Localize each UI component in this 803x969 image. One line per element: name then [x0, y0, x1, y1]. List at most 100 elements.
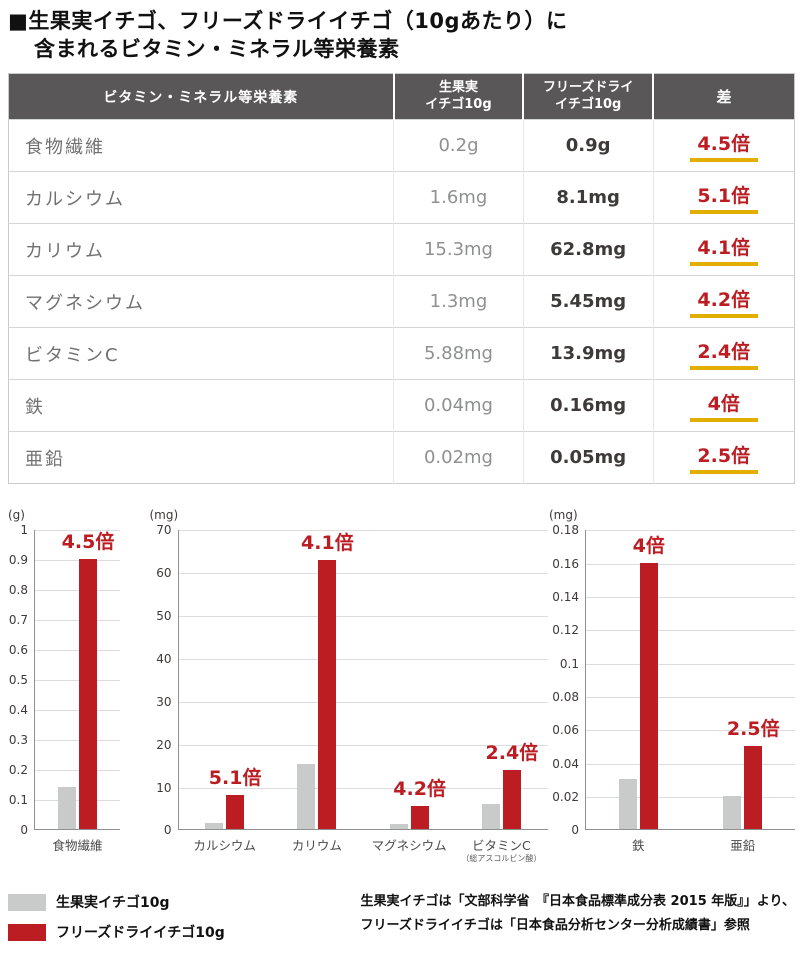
nutrient-name: ビタミンC [8, 327, 395, 380]
y-axis-unit-label: (mg) [549, 508, 578, 523]
nutrient-name: マグネシウム [8, 275, 395, 328]
plot-area: 4倍鉄 2.5倍 亜鉛 [585, 530, 795, 853]
gridline [35, 590, 120, 592]
header-diff: 差 [653, 73, 795, 120]
dried-value: 5.45mg [523, 275, 654, 328]
y-axis-tick-label: 60 [156, 566, 172, 581]
gridline [586, 530, 795, 532]
gridline [586, 597, 795, 599]
y-axis-tick-label: 0.6 [8, 643, 28, 658]
dried-swatch-icon [8, 923, 46, 941]
legend-label: フリーズドライイチゴ10g [56, 925, 225, 942]
bar-group: 4.2倍 マグネシウム [372, 778, 447, 853]
bar-group: 2.4倍 ビタミンC （総アスコルビン酸） [461, 742, 541, 863]
y-axis-tick-label: 0.4 [8, 703, 28, 718]
header-dried: フリーズドライ イチゴ10g [523, 73, 654, 120]
gridline [35, 770, 120, 772]
fresh-value: 0.2g [393, 119, 524, 172]
chart-trace-minerals: (mg) 0.18 0.16 0.14 0.12 0.1 0.08 0.06 0.04 0.02… [549, 508, 795, 853]
plot-area: 5.1倍 カルシウム 4.1倍 カリウム 4.2倍 マグネシウム 2.4倍 ビタミンC （総アス… [177, 530, 548, 863]
category-label-text: 食物繊維 [52, 838, 103, 854]
diff-cell: 5.1倍 [653, 171, 795, 224]
chart-minerals-vitamin-c: (mg) 70 60 50 40 30 20 10 0 5.1倍 カルシウム 4.1倍 カリウム 4.… [149, 508, 548, 863]
y-axis: 1 0.9 0.8 0.7 0.6 0.5 0.4 0.3 0.2 0.1 0 [8, 523, 34, 837]
nutrient-name: 鉄 [8, 379, 395, 432]
fresh-bar [389, 823, 408, 830]
dried-bar: 4倍 [633, 535, 665, 830]
dried-bar: 4.2倍 [393, 778, 446, 830]
y-axis-tick-label: 0.7 [8, 613, 28, 628]
gridline [586, 663, 795, 665]
gridline [178, 530, 548, 532]
y-axis-tick-label: 0.08 [552, 690, 579, 705]
y-axis-tick-label: 50 [156, 609, 172, 624]
nutrient-name: カルシウム [8, 171, 395, 224]
dried-value: 62.8mg [523, 223, 654, 276]
page-title-text-2: 含まれるビタミン・ミネラル等栄養素 [34, 36, 400, 61]
fresh-value: 5.88mg [393, 327, 524, 380]
diff-value: 4.1倍 [689, 233, 758, 267]
diff-cell: 4.2倍 [653, 275, 795, 328]
diff-value: 4倍 [689, 389, 758, 423]
fresh-bar [481, 804, 500, 830]
y-axis-unit-label: (mg) [149, 508, 179, 523]
y-axis-tick-label: 10 [156, 780, 172, 795]
dried-bar: 4.5倍 [62, 531, 114, 830]
dried-value: 0.9g [523, 119, 654, 172]
diff-cell: 4倍 [653, 379, 795, 432]
gridline [586, 730, 795, 732]
table-row: カルシウム 1.6mg 8.1mg 5.1倍 [8, 171, 795, 224]
nutrient-name: カリウム [8, 223, 395, 276]
chart-body: 70 60 50 40 30 20 10 0 5.1倍 カルシウム 4.1倍 カリウム 4.2倍 マグネ… [150, 523, 548, 863]
bar-group: 5.1倍カルシウム [193, 767, 261, 854]
header-fresh-line1: 生果実 [438, 80, 478, 96]
plot-area: 4.5倍食物繊維 [34, 530, 120, 853]
dried-value: 13.9mg [523, 327, 654, 380]
header-nutrient: ビタミン・ミネラル等栄養素 [8, 73, 395, 120]
y-axis-tick-label: 0.18 [552, 523, 579, 538]
bar-group: 4.5倍食物繊維 [52, 531, 114, 853]
bar-group: 4.1倍 カリウム [292, 532, 354, 853]
y-axis-tick-label: 0.12 [552, 623, 579, 638]
gridline [35, 680, 120, 682]
dried-value: 0.16mg [523, 379, 654, 432]
gridline [586, 563, 795, 565]
table-row: 食物繊維 0.2g 0.9g 4.5倍 [8, 119, 795, 172]
category-label-text: カリウム [291, 838, 342, 854]
gridline [35, 620, 120, 622]
chart-dietary-fiber: (g) 1 0.9 0.8 0.7 0.6 0.5 0.4 0.3 0.2 0.1 0 4.5倍 食物… [8, 508, 120, 853]
dried-value: 8.1mg [523, 171, 654, 224]
table-row: マグネシウム 1.3mg 5.45mg 4.2倍 [8, 275, 795, 328]
fresh-value: 1.6mg [393, 171, 524, 224]
table-row: ビタミンC 5.88mg 13.9mg 2.4倍 [8, 327, 795, 380]
nutrition-table: ビタミン・ミネラル等栄養素 生果実 イチゴ10g フリーズドライ イチゴ10g … [8, 73, 795, 485]
diff-value: 2.5倍 [689, 441, 758, 475]
diff-value: 5.1倍 [689, 181, 758, 215]
diff-value: 4.5倍 [689, 129, 758, 163]
y-axis-tick-label: 20 [156, 737, 172, 752]
ratio-label: 2.4倍 [485, 741, 539, 764]
table-row: カリウム 15.3mg 62.8mg 4.1倍 [8, 223, 795, 276]
category-label-text: カルシウム [193, 838, 256, 854]
y-axis-tick-label: 1 [20, 523, 28, 538]
y-axis-tick-label: 0 [163, 823, 172, 838]
footer: 生果実イチゴ10g フリーズドライイチゴ10g 生果実イチゴは「文部科学省 『日… [8, 890, 795, 952]
chart-body: 0.18 0.16 0.14 0.12 0.1 0.08 0.06 0.04 0.02 0 4倍鉄… [549, 523, 795, 853]
dried-bar: 5.1倍 [209, 767, 261, 830]
footnote-line2: フリーズドライイチゴは「日本食品分析センター分析成績書」参照 [360, 918, 750, 934]
diff-value: 2.4倍 [689, 337, 758, 371]
category-label: 亜鉛 [730, 838, 755, 854]
nutrient-name: 食物繊維 [8, 119, 395, 172]
legend-label: 生果実イチゴ10g [56, 895, 170, 912]
category-label: カリウム [292, 838, 342, 854]
chart-body: 1 0.9 0.8 0.7 0.6 0.5 0.4 0.3 0.2 0.1 0 4.5倍 食物繊維 [8, 523, 120, 853]
diff-value: 4.2倍 [689, 285, 758, 319]
fresh-value: 0.04mg [393, 379, 524, 432]
y-axis-tick-label: 40 [156, 652, 172, 666]
y-axis-tick-label: 0 [571, 823, 579, 838]
title-bullet-icon: ■ [8, 9, 29, 33]
category-label-text: ビタミンC [472, 838, 531, 854]
fresh-bar [618, 779, 637, 830]
gridline [178, 659, 548, 660]
